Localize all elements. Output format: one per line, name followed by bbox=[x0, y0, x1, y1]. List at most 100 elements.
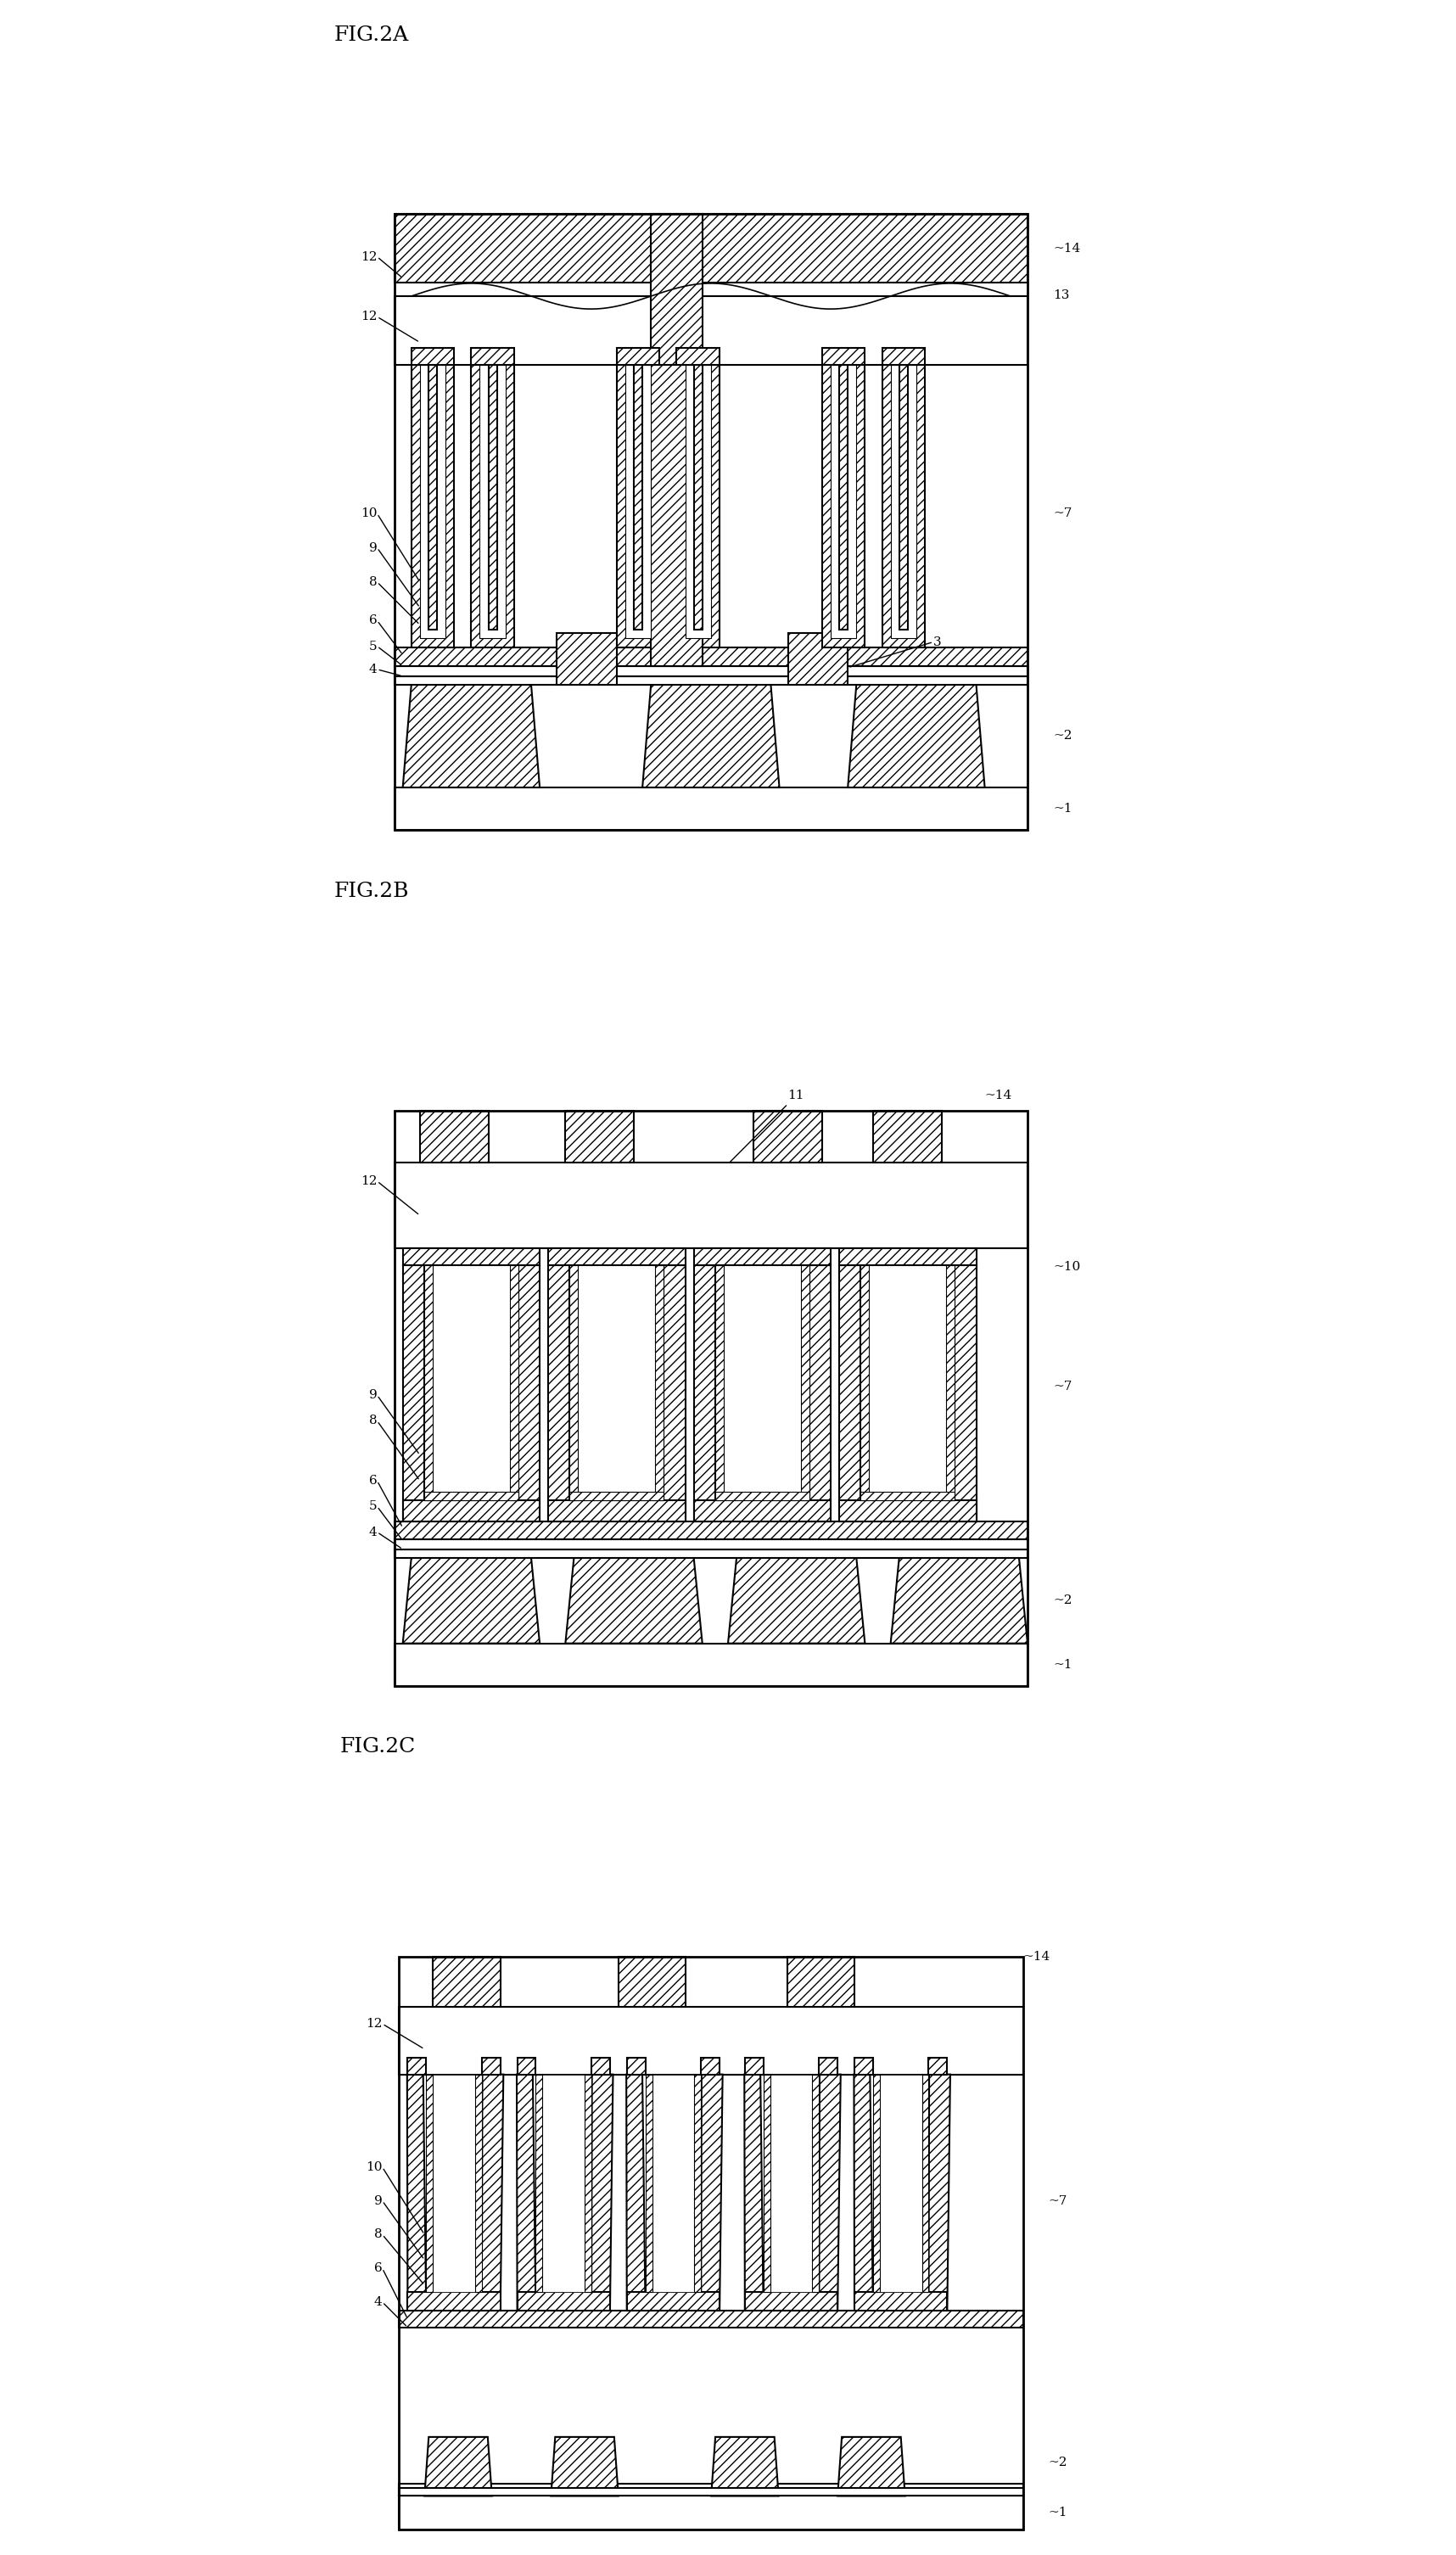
Text: 13: 13 bbox=[1053, 289, 1070, 301]
Bar bbox=[839, 1265, 860, 1523]
Bar bbox=[480, 365, 505, 639]
Bar bbox=[395, 215, 1028, 284]
Text: 5: 5 bbox=[368, 641, 377, 652]
Bar bbox=[549, 1500, 686, 1523]
Bar bbox=[823, 347, 865, 365]
Bar bbox=[677, 347, 719, 365]
Text: ~7: ~7 bbox=[1053, 1380, 1072, 1392]
Text: 5: 5 bbox=[368, 1500, 377, 1513]
Bar bbox=[754, 1111, 823, 1163]
Bar bbox=[651, 215, 702, 365]
Text: ~14: ~14 bbox=[984, 1088, 1012, 1101]
Bar bbox=[625, 365, 651, 639]
Bar bbox=[891, 365, 916, 639]
Bar bbox=[399, 2310, 1024, 2328]
Polygon shape bbox=[874, 2075, 879, 2292]
Bar bbox=[693, 365, 702, 631]
Polygon shape bbox=[550, 2437, 619, 2496]
Text: 3: 3 bbox=[933, 636, 942, 649]
Bar bbox=[628, 2292, 719, 2310]
Text: 10: 10 bbox=[365, 2162, 383, 2174]
Polygon shape bbox=[929, 2075, 951, 2310]
Bar bbox=[395, 1111, 1028, 1686]
Text: 6: 6 bbox=[374, 2261, 383, 2274]
Bar bbox=[395, 677, 1028, 685]
Polygon shape bbox=[427, 2075, 432, 2292]
Polygon shape bbox=[922, 2075, 929, 2292]
Polygon shape bbox=[517, 2075, 536, 2310]
Bar bbox=[693, 1500, 831, 1523]
Bar bbox=[839, 1500, 976, 1523]
Bar bbox=[432, 1957, 501, 2008]
Bar bbox=[617, 365, 660, 646]
Polygon shape bbox=[812, 2075, 820, 2292]
Bar bbox=[536, 2075, 591, 2292]
Polygon shape bbox=[536, 2075, 543, 2292]
Bar bbox=[395, 1523, 1028, 1538]
Text: 8: 8 bbox=[368, 1415, 377, 1426]
Bar bbox=[860, 1265, 955, 1500]
Bar bbox=[745, 2057, 763, 2075]
Text: 12: 12 bbox=[365, 2018, 383, 2029]
Bar bbox=[419, 1111, 488, 1163]
Polygon shape bbox=[403, 685, 540, 787]
Bar bbox=[820, 2057, 837, 2075]
Text: ~1: ~1 bbox=[1048, 2506, 1067, 2519]
Polygon shape bbox=[728, 1559, 865, 1643]
Bar bbox=[955, 1265, 976, 1523]
Bar bbox=[874, 1111, 942, 1163]
Polygon shape bbox=[645, 2075, 652, 2292]
Bar bbox=[745, 2292, 837, 2310]
Text: 6: 6 bbox=[368, 1474, 377, 1487]
Bar bbox=[569, 1265, 664, 1500]
Text: ~2: ~2 bbox=[1053, 1594, 1072, 1607]
Polygon shape bbox=[847, 685, 984, 787]
Bar bbox=[839, 1247, 976, 1265]
Bar bbox=[395, 1538, 1028, 1548]
Bar bbox=[399, 1957, 1024, 2529]
Bar bbox=[517, 2057, 536, 2075]
Bar bbox=[395, 667, 1028, 677]
Text: ~14: ~14 bbox=[1053, 243, 1080, 253]
Bar bbox=[860, 1265, 869, 1500]
Text: ~1: ~1 bbox=[1053, 802, 1072, 815]
Bar bbox=[472, 347, 514, 365]
Bar bbox=[686, 365, 711, 639]
Bar bbox=[565, 1111, 633, 1163]
Bar bbox=[591, 2057, 610, 2075]
Bar bbox=[801, 1265, 810, 1500]
Bar bbox=[403, 1247, 540, 1265]
Polygon shape bbox=[744, 2075, 763, 2310]
Bar bbox=[549, 1265, 569, 1523]
Bar bbox=[619, 1957, 686, 2008]
Bar bbox=[810, 1265, 831, 1523]
Text: ~2: ~2 bbox=[1053, 731, 1072, 741]
Polygon shape bbox=[565, 1559, 702, 1643]
Bar bbox=[860, 1492, 955, 1500]
Bar bbox=[788, 1957, 855, 2008]
Polygon shape bbox=[475, 2075, 482, 2292]
Polygon shape bbox=[891, 1559, 1028, 1643]
Bar bbox=[424, 1265, 432, 1500]
Text: 9: 9 bbox=[368, 542, 377, 554]
Polygon shape bbox=[695, 2075, 700, 2292]
Bar bbox=[874, 2075, 929, 2292]
Bar bbox=[517, 2292, 610, 2310]
Text: ~7: ~7 bbox=[1048, 2195, 1067, 2208]
Bar bbox=[645, 2075, 700, 2292]
Bar bbox=[556, 634, 617, 685]
Text: 10: 10 bbox=[361, 508, 377, 519]
Bar bbox=[633, 365, 642, 631]
Text: ~2: ~2 bbox=[1048, 2455, 1067, 2468]
Text: 8: 8 bbox=[374, 2228, 383, 2241]
Bar bbox=[472, 365, 514, 646]
Bar bbox=[399, 2489, 1024, 2496]
Bar bbox=[900, 365, 907, 631]
Text: 12: 12 bbox=[361, 1175, 377, 1188]
Bar bbox=[715, 1492, 810, 1500]
Bar bbox=[482, 2057, 501, 2075]
Text: ~7: ~7 bbox=[1053, 508, 1072, 519]
Bar bbox=[399, 2496, 1024, 2529]
Bar bbox=[510, 1265, 518, 1500]
Bar bbox=[855, 2292, 948, 2310]
